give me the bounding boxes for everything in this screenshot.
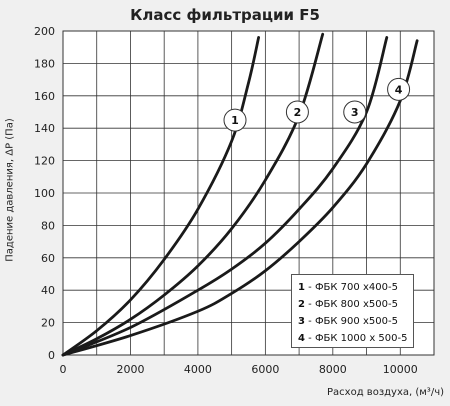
x-tick-label: 8000 xyxy=(319,363,347,376)
x-tick-label: 0 xyxy=(60,363,67,376)
x-tick-label: 4000 xyxy=(184,363,212,376)
x-tick-label: 2000 xyxy=(116,363,144,376)
y-tick-label: 100 xyxy=(34,187,55,200)
series-line-1 xyxy=(61,36,261,357)
y-tick-label: 140 xyxy=(34,122,55,135)
y-tick-label: 20 xyxy=(41,317,55,330)
legend-entry-3: 3 - ФБК 900 х500-5 xyxy=(298,316,398,327)
legend-text: ФБК 800 х500-5 xyxy=(314,299,398,310)
legend: 1 - ФБК 700 х400-5 2 - ФБК 800 х500-5 3 … xyxy=(291,274,414,348)
series-marker-label-3: 3 xyxy=(351,106,359,119)
y-tick-labels: 0 20 40 60 80 100 120 140 160 180 200 xyxy=(34,25,55,362)
y-tick-label: 40 xyxy=(41,284,55,297)
series-marker-label-1: 1 xyxy=(231,114,239,127)
y-tick-label: 160 xyxy=(34,90,55,103)
series-marker-circle-2 xyxy=(285,100,309,124)
series-line-3 xyxy=(61,36,389,357)
legend-text: ФБК 700 х400-5 xyxy=(314,282,398,293)
y-tick-label: 80 xyxy=(41,219,55,232)
legend-number: 3 xyxy=(298,316,305,327)
series-line-4 xyxy=(61,39,419,357)
series-marker-circle-1 xyxy=(223,108,247,132)
y-tick-label: 120 xyxy=(34,155,55,168)
chart-title: Класс фильтрации F5 xyxy=(130,6,320,24)
x-tick-label: 10000 xyxy=(383,363,418,376)
legend-number: 1 xyxy=(298,282,305,293)
legend-number: 4 xyxy=(298,333,305,344)
series-markers: 1 2 3 4 xyxy=(223,77,411,132)
series-group xyxy=(61,32,419,357)
y-tick-label: 60 xyxy=(41,252,55,265)
legend-entry-4: 4 - ФБК 1000 х 500-5 xyxy=(298,333,408,344)
legend-number: 2 xyxy=(298,299,305,310)
legend-text: ФБК 1000 х 500-5 xyxy=(314,333,408,344)
series-marker-label-4: 4 xyxy=(395,83,403,96)
series-marker-label-2: 2 xyxy=(294,106,302,119)
x-axis-label: Расход воздуха, (м³/ч) xyxy=(327,387,444,398)
series-marker-circle-3 xyxy=(343,100,367,124)
legend-entry-2: 2 - ФБК 800 х500-5 xyxy=(298,299,398,310)
x-tick-label: 6000 xyxy=(251,363,279,376)
y-tick-label: 200 xyxy=(34,25,55,38)
y-tick-label: 180 xyxy=(34,57,55,70)
series-marker-circle-4 xyxy=(387,77,411,101)
x-tick-labels: 0 2000 4000 6000 8000 10000 xyxy=(60,363,418,376)
y-tick-label: 0 xyxy=(48,349,55,362)
legend-text: ФБК 900 х500-5 xyxy=(314,316,398,327)
legend-entry-1: 1 - ФБК 700 х400-5 xyxy=(298,282,398,293)
